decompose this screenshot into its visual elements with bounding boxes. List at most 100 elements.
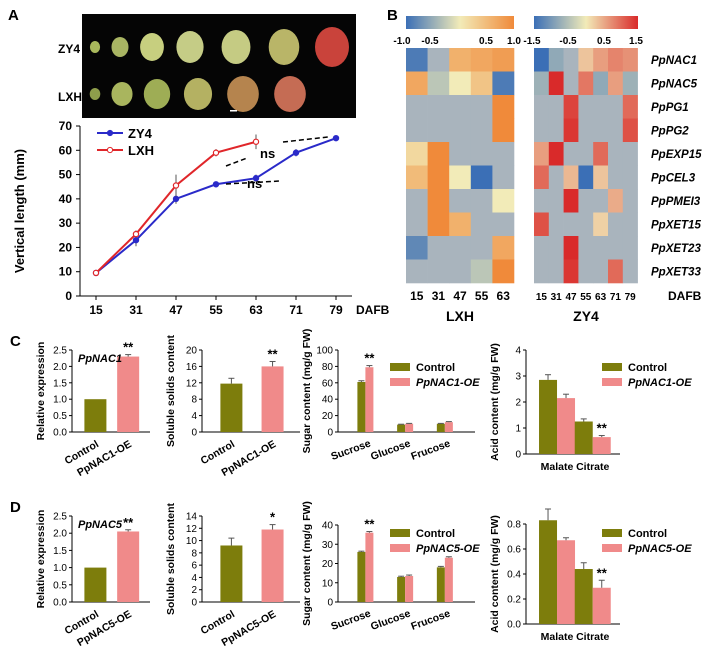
legend-label: PpNAC5-OE [416,543,480,555]
y-tick-label: 0.6 [507,545,521,556]
heatmap-cell-zy4 [534,212,550,237]
bar-oe [557,398,576,454]
heatmap-cell-lxh [449,48,472,72]
y-tick-label: 1.0 [53,395,67,406]
heatmap-cell-lxh [492,71,515,96]
color-scale-zy4 [534,16,638,29]
x-tick-label: Malate [541,631,574,643]
bar-oe [592,587,611,624]
data-point [92,269,100,277]
bar-oe [405,576,414,602]
heatmap-cell-zy4 [608,259,624,284]
heatmap-cell-zy4 [608,48,624,72]
heatmap-cell-lxh [470,236,493,260]
legend-swatch [602,363,622,371]
heatmap-cell-lxh [449,142,472,166]
x-tick-label: 63 [249,303,263,317]
fruit-lxh [227,76,259,112]
bar-control [436,423,445,432]
y-tick-label: 0.0 [53,598,67,609]
heatmap-xlabel-lxh: 31 [432,289,446,303]
heatmap-cell-lxh [449,259,472,284]
heatmap-cell-zy4 [608,71,624,96]
y-tick-label: 0 [191,428,197,439]
heatmap-cell-lxh [492,259,515,284]
y-tick-label: 40 [322,521,334,532]
fruit-lxh [89,88,101,100]
heatmap-cell-zy4 [593,259,609,284]
heatmap-cell-lxh [470,48,493,72]
y-axis-title: Sugar content (mg/g FW) [301,329,313,454]
heatmap-cell-lxh [470,189,493,213]
heatmap-cell-lxh [449,71,472,96]
y-tick-label: 0 [327,598,333,609]
legend-swatch [602,378,622,386]
bar-control [436,567,445,602]
scale-tick-zy4: 0.5 [597,36,611,47]
y-tick-label: 30 [59,216,73,230]
heatmap-cell-lxh [449,118,472,143]
heatmap-cell-lxh [449,189,472,213]
x-tick-label: Malate [541,461,574,473]
heatmap-cell-zy4 [534,95,550,119]
x-tick-label: Frucose [409,607,452,632]
y-axis-title: Relative expression [35,510,47,609]
significance-mark: ** [364,351,375,366]
heatmap-cell-zy4 [563,212,579,237]
y-tick-label: 6 [191,561,197,572]
y-tick-label: 20 [186,346,198,357]
legend-label: PpNAC5-OE [628,543,692,555]
significance-mark: * [270,510,276,525]
y-tick-label: 60 [59,143,73,157]
panel-label-b: B [387,7,398,24]
heatmap-cell-zy4 [622,259,638,284]
heatmap-xlabel-zy4: 63 [595,292,607,303]
heatmap-cell-lxh [470,71,493,96]
legend-label: Control [628,528,667,540]
ns-bracket [225,180,281,185]
legend-label: Control [628,362,667,374]
heatmap-cell-zy4 [593,212,609,237]
heatmap-cell-zy4 [622,212,638,237]
y-tick-label: 10 [59,265,73,279]
heatmap-cell-zy4 [578,165,594,190]
heatmap-cell-lxh [427,48,450,72]
heatmap-cell-zy4 [548,118,564,143]
y-tick-label: 0 [515,450,521,461]
fruit-photo: ZY4 LXH [58,14,356,118]
y-tick-label: 0.5 [53,580,67,591]
legend-swatch [602,544,622,552]
heatmap-cell-zy4 [608,165,624,190]
y-tick-label: 1 [515,424,521,435]
heatmap-cell-zy4 [608,95,624,119]
heatmap-cell-lxh [492,142,515,166]
y-tick-label: 0.5 [53,411,67,422]
y-tick-label: 3 [515,372,521,383]
heatmap-cell-zy4 [548,212,564,237]
y-tick-label: 12 [186,378,198,389]
y-tick-label: 12 [186,524,198,535]
legend-label: Control [416,528,455,540]
heatmap-cell-lxh [406,236,428,260]
data-point [252,138,260,145]
ns-annotation: ns [247,176,262,191]
panel-c-charts: 0.0 0.5 1.0 1.5 2.0 2.5 Relative expression Con… [35,329,692,479]
y-tick-label: 2.0 [53,362,67,373]
legend-swatch [390,363,410,371]
heatmap-cell-lxh [406,48,428,72]
heatmap-cell-zy4 [563,71,579,96]
scale-tick-lxh: 0.5 [479,36,493,47]
gene-label: PpNAC1 [651,55,697,67]
y-tick-label: 100 [316,346,333,357]
y-tick-label: 20 [59,240,73,254]
heatmap-cell-zy4 [534,259,550,284]
heatmap-cell-lxh [427,71,450,96]
heatmap-cell-lxh [427,189,450,213]
heatmap-cell-zy4 [608,236,624,260]
heatmap-cell-lxh [406,95,428,119]
heatmap-xlabel-lxh: 55 [475,289,489,303]
y-tick-label: 4 [191,411,197,422]
heatmap-cell-zy4 [534,48,550,72]
significance-mark: ** [597,421,608,436]
y-tick-label: 1.0 [53,563,67,574]
